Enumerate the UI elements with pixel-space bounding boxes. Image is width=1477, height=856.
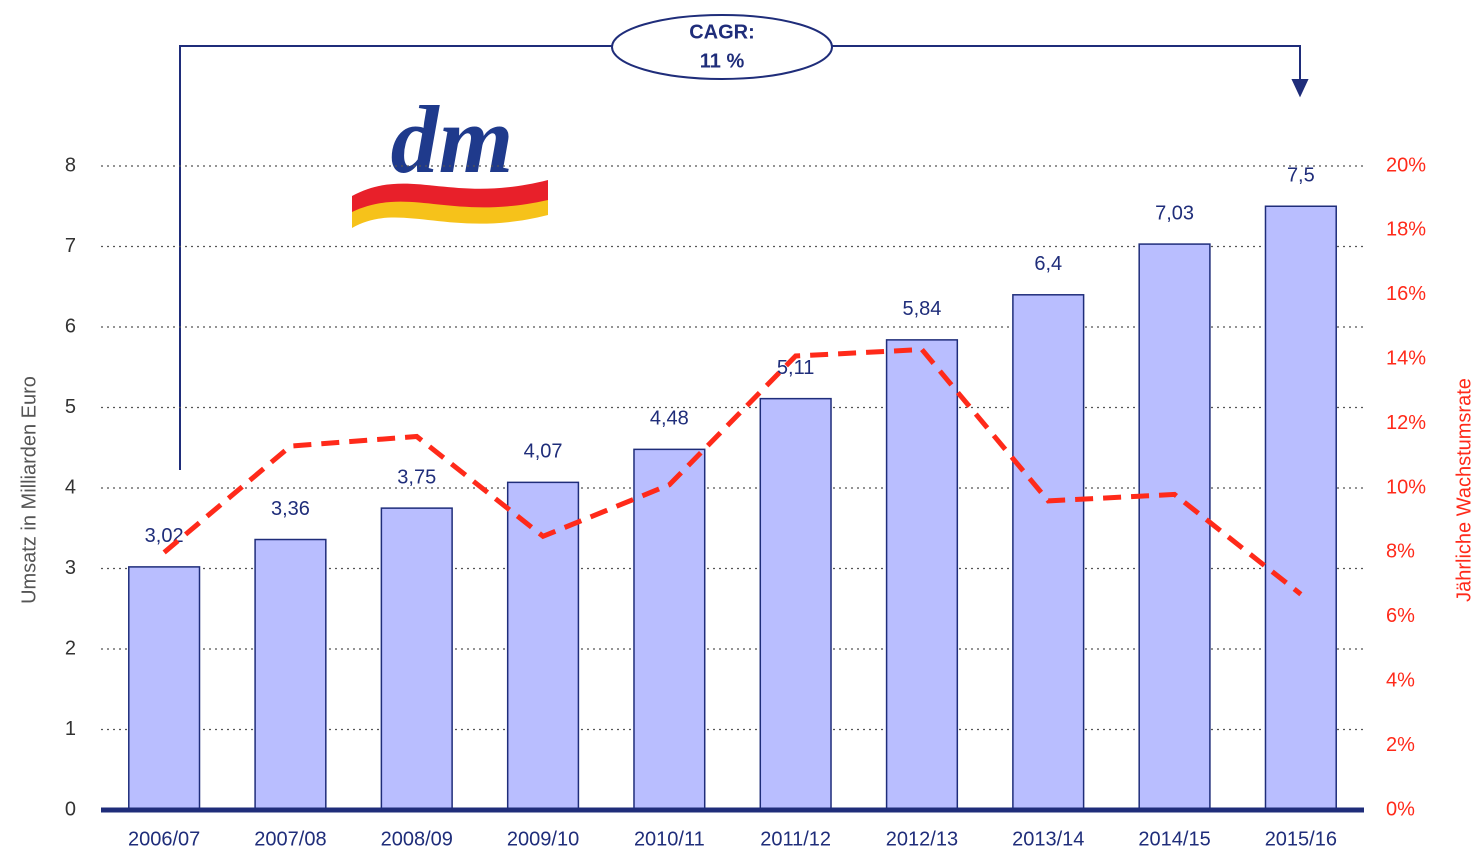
y-tick-label: 6 (65, 315, 76, 337)
bracket-line (832, 45, 1301, 82)
y2-tick-label: 14% (1386, 347, 1426, 369)
line (162, 346, 1303, 597)
bar (1138, 243, 1211, 811)
x-tick-label: 2011/12 (760, 828, 831, 850)
y2-tick-label: 12% (1386, 412, 1426, 434)
annotation-ellipse (611, 14, 833, 80)
bracket-line (179, 45, 612, 470)
y2-tick-label: 6% (1386, 605, 1415, 627)
bar (506, 481, 580, 811)
y-tick-label: 5 (65, 396, 76, 418)
x-tick-label: 2015/16 (1265, 828, 1337, 850)
y2-axis-title: Jährliche Wachstumsrate (1453, 378, 1475, 602)
y-tick-label: 8 (65, 154, 76, 176)
annotation: 11 % (700, 50, 745, 72)
data-label: 5,11 (777, 357, 814, 379)
data-label: 5,84 (902, 298, 941, 320)
data-label: 3,36 (271, 498, 310, 520)
y2-tick-label: 20% (1386, 154, 1426, 176)
y-tick-label: 3 (65, 557, 76, 579)
x-tick-label: 2006/07 (128, 828, 200, 850)
logo-text: dm (391, 86, 514, 193)
y-tick-label: 7 (65, 235, 76, 257)
annotation: CAGR: (689, 21, 755, 43)
logo: dm (352, 86, 548, 228)
bar (128, 566, 201, 811)
arrow-head (1291, 79, 1309, 98)
x-tick-label: 2007/08 (254, 828, 326, 850)
bar (254, 538, 327, 811)
data-label: 3,75 (397, 466, 436, 488)
y2-tick-label: 8% (1386, 541, 1415, 563)
y-axis-title: Umsatz in Milliarden Euro (18, 376, 40, 604)
x-tick-label: 2013/14 (1012, 828, 1084, 850)
y2-tick-label: 18% (1386, 219, 1426, 241)
y2-tick-label: 0% (1386, 798, 1415, 820)
data-label: 4,48 (650, 408, 689, 430)
bar (633, 448, 706, 811)
bar (1012, 294, 1085, 811)
y-tick-label: 2 (65, 637, 76, 659)
x-tick-label: 2012/13 (886, 828, 958, 850)
y-tick-label: 4 (65, 476, 76, 498)
y2-tick-label: 4% (1386, 669, 1415, 691)
data-label: 6,4 (1034, 253, 1062, 275)
x-tick-label: 2010/11 (634, 828, 705, 850)
bar (380, 507, 453, 811)
y2-tick-label: 10% (1386, 476, 1426, 498)
bar (1264, 205, 1337, 811)
x-tick-label: 2014/15 (1138, 828, 1210, 850)
y-tick-label: 0 (65, 798, 76, 820)
y2-tick-label: 2% (1386, 734, 1415, 756)
data-label: 7,5 (1287, 165, 1315, 187)
x-tick-label: 2008/09 (381, 828, 453, 850)
data-label: 4,07 (524, 441, 563, 463)
bar (885, 339, 959, 811)
bar (759, 397, 832, 811)
x-tick-label: 2009/10 (507, 828, 579, 850)
y-tick-label: 1 (65, 718, 76, 740)
y2-tick-label: 16% (1386, 283, 1426, 305)
cagr-bracket (179, 14, 1309, 470)
logo-wave (352, 180, 548, 212)
data-label: 7,03 (1155, 202, 1194, 224)
